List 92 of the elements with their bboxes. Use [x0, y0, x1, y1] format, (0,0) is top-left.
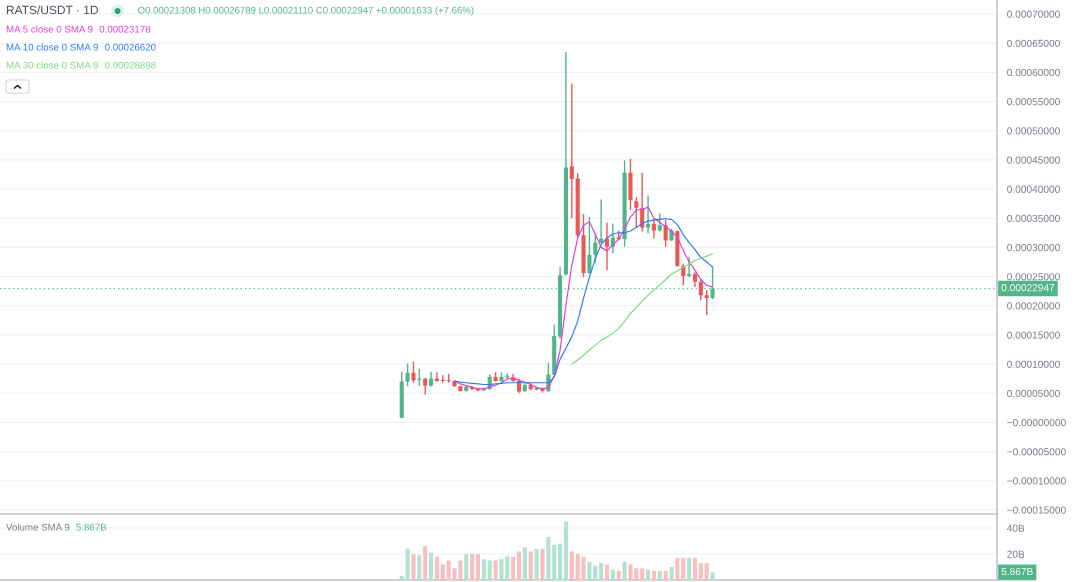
- bar: [657, 570, 662, 580]
- bar: [563, 521, 568, 580]
- bar: [399, 576, 404, 580]
- bar: [692, 557, 698, 580]
- y-tick-label: 0.00055000: [1007, 98, 1060, 106]
- bar: [710, 572, 715, 580]
- y-tick-label: 0.00050000: [1007, 127, 1060, 135]
- bar: [599, 563, 604, 580]
- bar: [475, 554, 481, 580]
- bar: [464, 554, 469, 580]
- bar: [646, 569, 651, 580]
- y-tick-label: −0.00015000: [1007, 506, 1066, 514]
- annotation: 5.867B: [76, 523, 107, 531]
- annotation: 0.00028898: [105, 61, 156, 69]
- y-tick-label: −0.00000000: [1007, 419, 1066, 427]
- bar: [405, 548, 410, 580]
- bar: [616, 570, 621, 580]
- text: MA 30 close 0 SMA 9: [6, 61, 98, 69]
- candlestick: [646, 194, 651, 235]
- bar: [470, 554, 475, 580]
- bar: [546, 537, 551, 580]
- bar: [411, 554, 416, 580]
- bar: [423, 546, 428, 580]
- bar: [593, 565, 598, 580]
- text: Volume SMA 9: [6, 523, 70, 531]
- bar: [698, 563, 703, 580]
- text: O0.00021308 H0.00026789 L0.00021110 C0.00022947 +0.00001633 (+7.66%): [138, 6, 474, 16]
- bar: [528, 551, 533, 580]
- bar: [704, 563, 709, 580]
- bar: [481, 559, 486, 580]
- bar: [687, 557, 692, 580]
- bar: [651, 570, 656, 580]
- candlestick: [704, 289, 709, 316]
- bar: [558, 543, 563, 580]
- y-tick-label: −0.00010000: [1007, 477, 1066, 485]
- bar: [499, 559, 504, 580]
- bar: [540, 548, 545, 580]
- bar: [552, 544, 557, 580]
- y-tick-label: 0.00060000: [1007, 68, 1060, 77]
- candlestick: [698, 279, 703, 302]
- bar: [622, 561, 627, 580]
- candlestick: [569, 82, 574, 219]
- y-tick-label: 0.00040000: [1007, 185, 1060, 193]
- text: MA 10 close 0 SMA 9: [6, 43, 98, 51]
- annotation: 0.00023178: [99, 25, 151, 33]
- bar: [640, 568, 645, 580]
- y-tick-label: 0.00045000: [1007, 156, 1060, 164]
- annotation: 0.00026620: [105, 43, 156, 51]
- bar: [522, 547, 527, 580]
- ref-line-label: 0.00022947: [1001, 284, 1055, 292]
- chart-title: RATS/USDT · 1D: [6, 5, 98, 15]
- bar: [663, 570, 668, 580]
- y-tick-label: 20B: [1007, 550, 1025, 558]
- bar: [417, 555, 422, 580]
- bar: [587, 561, 592, 580]
- y-tick-label: −0.00005000: [1007, 448, 1066, 456]
- bar: [669, 567, 674, 580]
- bar: [569, 551, 574, 580]
- line-series: [571, 253, 714, 365]
- bar: [493, 560, 498, 580]
- annotation: 5.867B: [1001, 567, 1033, 576]
- candlestick: [687, 256, 692, 278]
- candlestick: [405, 362, 410, 387]
- y-tick-label: 0.00015000: [1007, 331, 1060, 339]
- y-tick-label: 0.00010000: [1007, 360, 1060, 368]
- bar: [534, 548, 539, 580]
- y-tick-label: 0.00020000: [1007, 302, 1060, 310]
- candlestick: [411, 361, 416, 384]
- candlestick: [587, 216, 592, 275]
- y-tick-label: 0.00025000: [1007, 273, 1060, 281]
- candlestick: [710, 265, 715, 300]
- y-tick-label: 0.00070000: [1007, 10, 1060, 18]
- candlestick: [657, 212, 662, 233]
- bar: [681, 557, 686, 580]
- bar: [516, 551, 522, 580]
- y-tick-label: 0.00065000: [1007, 39, 1060, 47]
- text: MA 5 close 0 SMA 9: [6, 25, 93, 33]
- y-tick-label: 0.00030000: [1007, 243, 1060, 252]
- y-tick-label: 40B: [1006, 524, 1025, 532]
- candlestick: [651, 219, 656, 240]
- bar: [604, 564, 610, 580]
- bar: [675, 557, 680, 580]
- y-tick-label: 0.00035000: [1007, 214, 1060, 222]
- bar: [505, 556, 510, 580]
- bar: [434, 556, 439, 580]
- bar: [429, 552, 434, 580]
- y-tick-label: 0.00005000: [1007, 389, 1060, 397]
- bar: [511, 556, 516, 580]
- bar: [440, 564, 445, 580]
- bar: [487, 560, 492, 580]
- candlestick: [634, 196, 639, 228]
- bar: [610, 569, 615, 580]
